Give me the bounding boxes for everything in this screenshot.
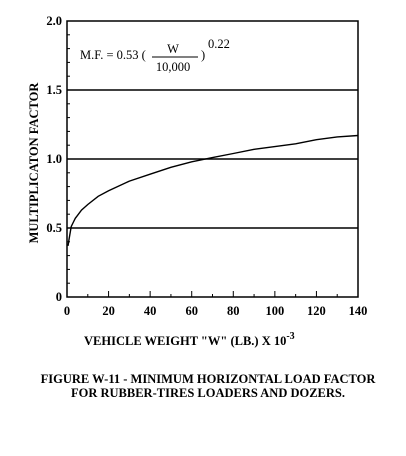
formula-lhs: M.F. = 0.53 ( <box>80 48 146 62</box>
y-tick-label: 0.5 <box>46 221 62 235</box>
caption-line-2: FOR RUBBER-TIRES LOADERS AND DOZERS. <box>71 386 345 400</box>
y-tick-label: 2.0 <box>46 14 62 28</box>
x-tick-label: 120 <box>307 304 326 318</box>
x-tick-label: 60 <box>185 304 198 318</box>
y-tick-label: 0 <box>56 290 62 304</box>
x-tick-label: 40 <box>144 304 157 318</box>
axis-ticks: 0 0.5 1.0 1.5 2.0 0 20 40 60 80 100 120 140 <box>46 14 367 318</box>
x-tick-label: 80 <box>227 304 240 318</box>
y-axis-label: MULTIPLICATON FACTOR <box>27 82 41 244</box>
x-tick-label: 140 <box>349 304 368 318</box>
x-axis-label-exponent: -3 <box>286 331 294 342</box>
formula-annotation: M.F. = 0.53 ( W 10,000 ) 0.22 <box>80 37 230 74</box>
x-tick-label: 100 <box>265 304 284 318</box>
x-axis-label: VEHICLE WEIGHT "W" (LB.) X 10-3 <box>84 331 295 348</box>
series-line <box>67 134 359 247</box>
y-tick-label: 1.0 <box>46 152 62 166</box>
formula-rhs: ) <box>201 48 205 62</box>
x-tick-label: 0 <box>64 304 70 318</box>
formula-numerator: W <box>167 42 179 56</box>
x-axis-label-text: VEHICLE WEIGHT "W" (LB.) X 10 <box>84 334 286 348</box>
plot-area <box>66 20 359 298</box>
formula-exponent: 0.22 <box>208 37 230 51</box>
y-tick-label: 1.5 <box>46 83 62 97</box>
formula-denominator: 10,000 <box>156 60 190 74</box>
x-tick-label: 20 <box>102 304 115 318</box>
caption-line-1: FIGURE W-11 - MINIMUM HORIZONTAL LOAD FA… <box>41 372 377 386</box>
